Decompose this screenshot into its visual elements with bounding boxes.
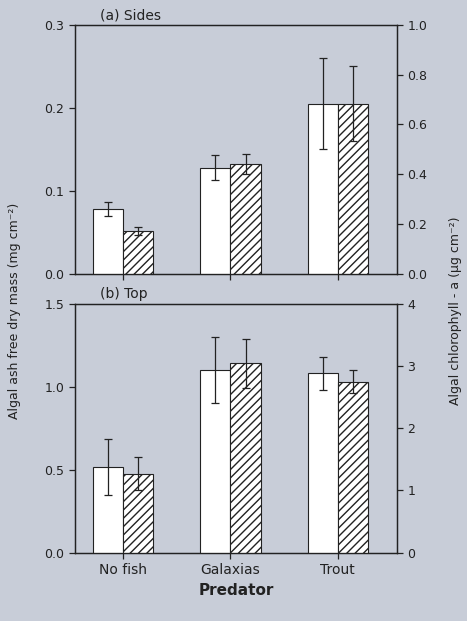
Bar: [123, 474, 153, 553]
Bar: [308, 373, 338, 553]
Bar: [338, 104, 368, 274]
Bar: [231, 363, 261, 553]
Bar: [308, 104, 338, 274]
Bar: [93, 209, 123, 274]
Bar: [123, 230, 153, 274]
Bar: [200, 370, 231, 553]
Bar: [200, 168, 231, 274]
Bar: [338, 382, 368, 553]
Text: (a) Sides: (a) Sides: [100, 8, 162, 22]
Bar: [231, 165, 261, 274]
X-axis label: Predator: Predator: [198, 582, 274, 597]
Text: Algal chlorophyll - a (μg cm⁻²): Algal chlorophyll - a (μg cm⁻²): [449, 216, 462, 405]
Text: Algal ash free dry mass (mg cm⁻²): Algal ash free dry mass (mg cm⁻²): [7, 202, 21, 419]
Bar: [93, 467, 123, 553]
Text: (b) Top: (b) Top: [100, 288, 148, 301]
